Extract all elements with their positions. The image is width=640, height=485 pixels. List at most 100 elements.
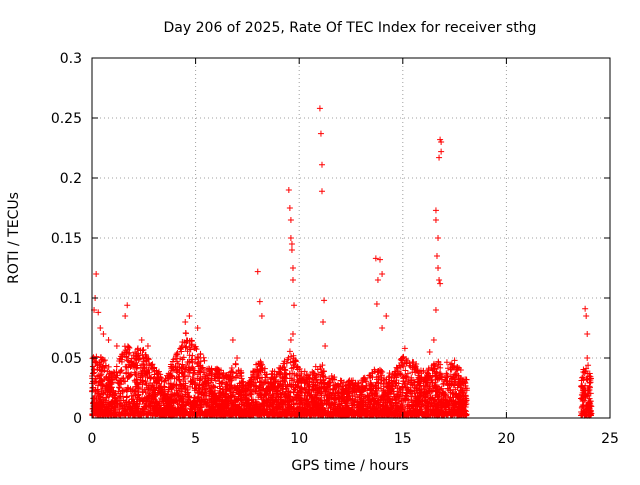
band-marker xyxy=(288,365,295,372)
band-marker xyxy=(225,371,232,378)
band-marker xyxy=(123,370,130,377)
band-marker xyxy=(161,379,168,386)
band-marker xyxy=(404,370,411,377)
band-marker xyxy=(409,359,416,366)
band-marker xyxy=(374,393,381,400)
band-marker xyxy=(332,395,339,402)
band-marker xyxy=(169,404,176,411)
band-marker xyxy=(91,394,98,401)
band-marker xyxy=(463,385,470,392)
band-marker xyxy=(412,362,419,369)
band-marker xyxy=(170,366,177,373)
band-marker xyxy=(123,354,130,361)
x-tick-label: 0 xyxy=(88,431,97,447)
band-marker xyxy=(174,358,181,365)
y-tick-label: 0.25 xyxy=(51,111,82,127)
band-marker xyxy=(102,362,109,369)
band-marker xyxy=(128,371,135,378)
band-marker xyxy=(89,370,96,377)
band-marker xyxy=(119,351,126,358)
band-marker xyxy=(115,384,122,391)
y-tick-label: 0.05 xyxy=(51,351,82,367)
band-marker xyxy=(117,401,124,408)
band-marker xyxy=(403,360,410,367)
band-marker xyxy=(176,376,183,383)
band-marker xyxy=(340,379,347,386)
band-marker xyxy=(199,386,206,393)
band-marker xyxy=(320,405,327,412)
y-tick-label: 0.1 xyxy=(60,291,82,307)
chart-title: Day 206 of 2025, Rate Of TEC Index for r… xyxy=(164,20,537,36)
band-marker xyxy=(392,379,399,386)
band-marker xyxy=(204,375,211,382)
band-marker xyxy=(443,359,450,366)
dense-band-layer xyxy=(89,330,595,419)
y-tick-label: 0.15 xyxy=(51,231,82,247)
band-marker xyxy=(99,390,106,397)
band-marker xyxy=(424,399,431,406)
band-marker xyxy=(146,409,153,416)
band-marker xyxy=(183,343,190,350)
band-marker xyxy=(253,366,260,373)
band-marker xyxy=(145,356,152,363)
band-marker xyxy=(157,395,164,402)
band-marker xyxy=(405,378,412,385)
band-marker xyxy=(406,362,413,369)
band-marker xyxy=(174,400,181,407)
band-marker xyxy=(125,350,132,357)
band-marker xyxy=(181,393,188,400)
band-marker xyxy=(127,385,134,392)
band-marker xyxy=(95,372,102,379)
band-marker xyxy=(182,330,189,337)
band-marker xyxy=(444,378,451,385)
band-marker xyxy=(402,374,409,381)
band-marker xyxy=(435,393,442,400)
band-marker xyxy=(133,364,140,371)
band-marker xyxy=(175,401,182,408)
band-marker xyxy=(187,383,194,390)
band-marker xyxy=(118,358,125,365)
band-marker xyxy=(221,375,228,382)
band-marker xyxy=(142,378,149,385)
band-marker xyxy=(225,374,232,381)
band-marker xyxy=(179,361,186,368)
x-tick-label: 25 xyxy=(601,431,619,447)
band-marker xyxy=(399,362,406,369)
band-marker xyxy=(280,399,287,406)
band-marker xyxy=(197,351,204,358)
band-marker xyxy=(176,385,183,392)
band-marker xyxy=(320,368,327,375)
band-marker xyxy=(177,346,184,353)
band-marker xyxy=(447,373,454,380)
band-marker xyxy=(258,360,265,367)
band-marker xyxy=(287,389,294,396)
band-marker xyxy=(424,389,431,396)
band-marker xyxy=(317,363,324,370)
band-marker xyxy=(258,379,265,386)
band-marker xyxy=(210,384,217,391)
band-marker xyxy=(294,364,301,371)
band-marker xyxy=(293,357,300,364)
band-marker xyxy=(248,381,255,388)
y-tick-label: 0.3 xyxy=(60,51,82,67)
band-marker xyxy=(116,384,123,391)
band-marker xyxy=(433,372,440,379)
y-tick-label: 0 xyxy=(73,411,82,427)
band-marker xyxy=(321,379,328,386)
band-marker xyxy=(130,352,137,359)
band-marker xyxy=(113,374,120,381)
band-marker xyxy=(185,373,192,380)
band-marker xyxy=(452,379,459,386)
band-marker xyxy=(307,371,314,378)
band-marker xyxy=(294,363,301,370)
band-marker xyxy=(440,380,447,387)
band-marker xyxy=(105,363,112,370)
band-marker xyxy=(229,403,236,410)
band-marker xyxy=(97,372,104,379)
band-marker xyxy=(98,382,105,389)
band-marker xyxy=(254,366,261,373)
band-marker xyxy=(197,362,204,369)
band-marker xyxy=(101,365,108,372)
band-marker xyxy=(197,369,204,376)
